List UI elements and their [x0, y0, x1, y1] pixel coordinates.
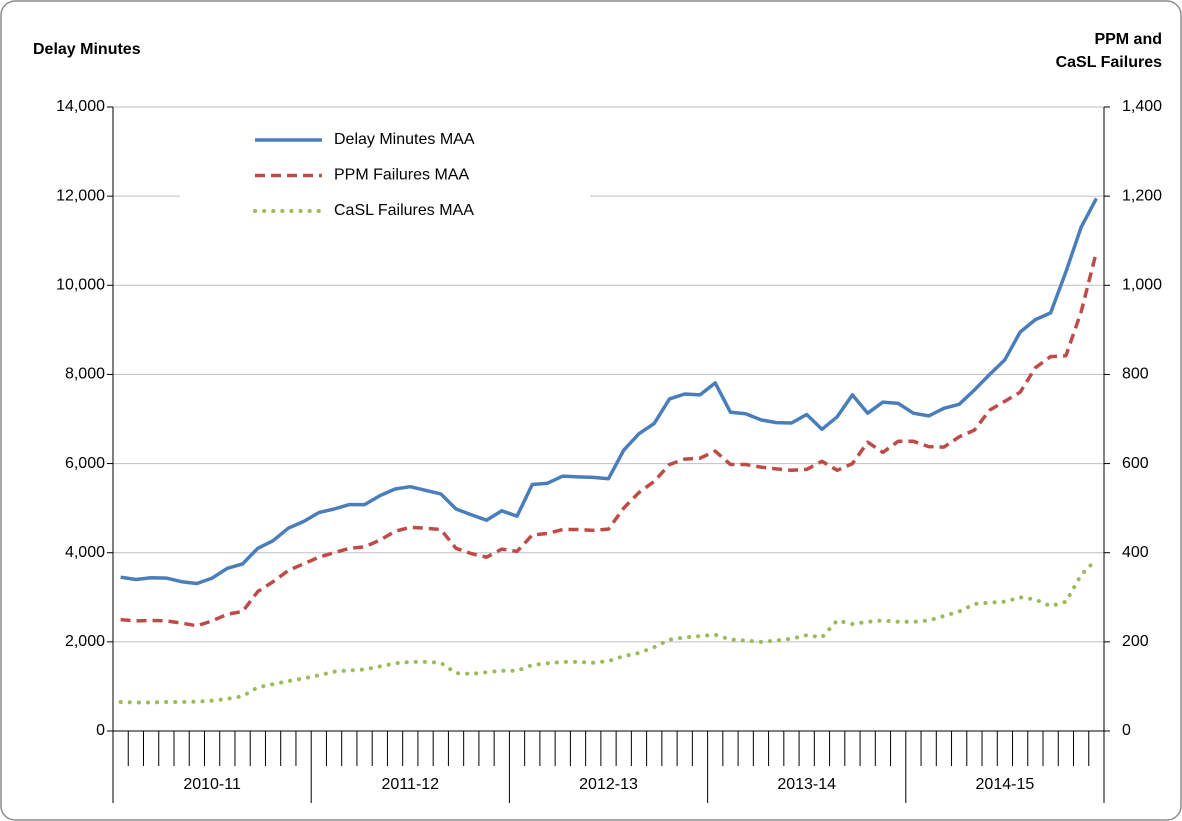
y-tick-label: 12,000 [56, 187, 105, 204]
y2-axis-title: PPM and [1094, 31, 1162, 48]
legend-label: CaSL Failures MAA [334, 202, 474, 219]
y-tick-label: 0 [96, 722, 105, 739]
y2-tick-label: 200 [1122, 633, 1149, 650]
x-group-label: 2013-14 [777, 776, 836, 793]
y-tick-label: 10,000 [56, 277, 105, 294]
y2-tick-label: 1,400 [1122, 98, 1162, 115]
x-group-label: 2012-13 [579, 776, 638, 793]
series-line [120, 251, 1099, 628]
y2-tick-label: 600 [1122, 455, 1149, 472]
legend-label: Delay Minutes MAA [334, 131, 475, 148]
y2-tick-label: 1,200 [1122, 187, 1162, 204]
y-tick-label: 8,000 [65, 366, 105, 383]
y2-axis-title: CaSL Failures [1056, 54, 1163, 71]
y2-tick-label: 0 [1122, 722, 1131, 739]
y-tick-label: 4,000 [65, 544, 105, 561]
y-tick-label: 14,000 [56, 98, 105, 115]
y2-tick-label: 1,000 [1122, 277, 1162, 294]
y2-tick-label: 400 [1122, 544, 1149, 561]
y2-tick-label: 800 [1122, 366, 1149, 383]
x-group-label: 2010-11 [183, 776, 241, 793]
y-axis-title: Delay Minutes [33, 41, 141, 58]
series-line [118, 557, 1099, 705]
y-tick-label: 2,000 [65, 633, 105, 650]
x-group-label: 2011-12 [382, 776, 440, 793]
series-line [120, 197, 1098, 586]
legend-label: PPM Failures MAA [334, 167, 469, 184]
legend-box [180, 118, 590, 233]
x-group-label: 2014-15 [976, 776, 1035, 793]
y-tick-label: 6,000 [65, 455, 105, 472]
